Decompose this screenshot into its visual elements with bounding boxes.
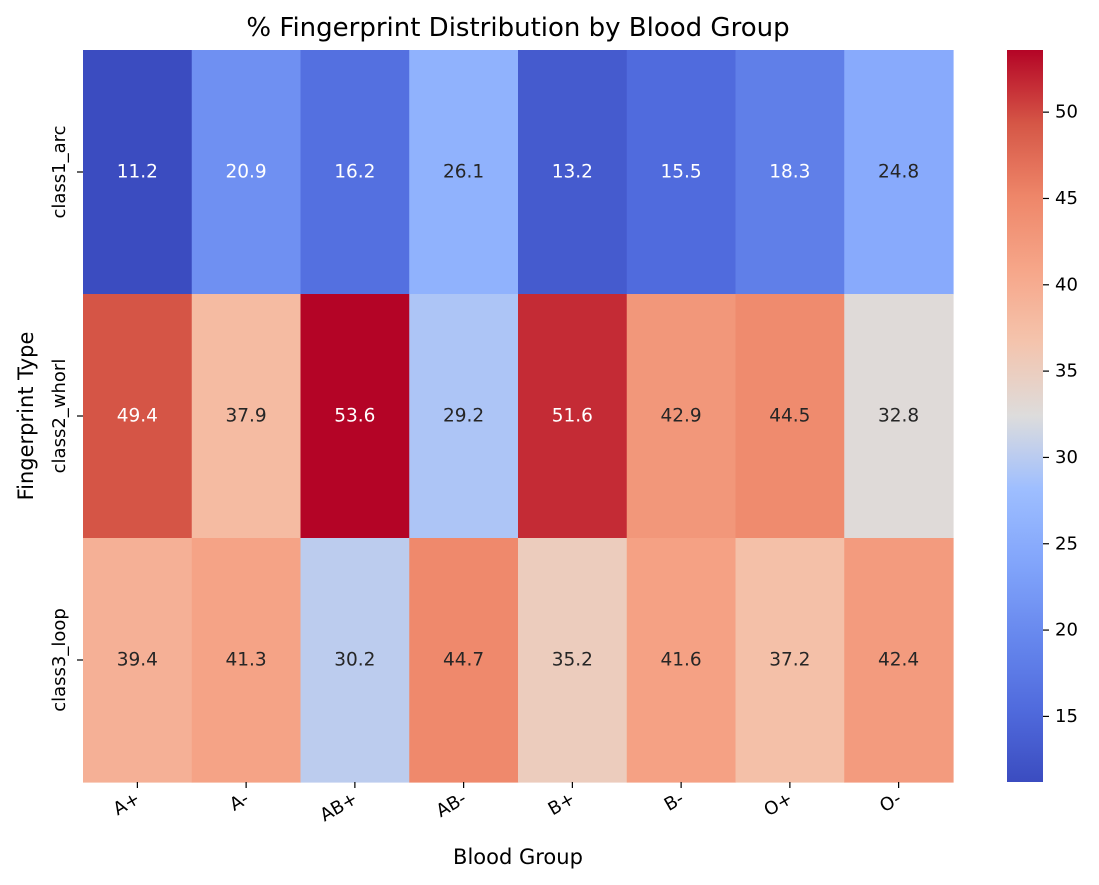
- y-axis-label: Fingerprint Type: [14, 332, 38, 501]
- cell-value-label: 35.2: [552, 650, 593, 671]
- heatmap-cell: [626, 50, 737, 295]
- heatmap-cell: [844, 538, 954, 783]
- heatmap-cell: [735, 50, 845, 295]
- x-tick-label: O+: [761, 788, 797, 821]
- heatmap-cell: [409, 294, 519, 539]
- heatmap-cells: 11.2 20.9 16.2 26.1 13.2 15.5 18.3 24.8 49.4 37.9…: [83, 50, 954, 783]
- colorbar-tick-label: 25: [1055, 533, 1078, 554]
- y-tick-label: class1_arc: [49, 125, 70, 218]
- colorbar-tick-label: 15: [1055, 706, 1078, 727]
- x-tick-label: A+: [110, 788, 144, 820]
- x-tick-label: B+: [545, 788, 579, 820]
- cell-value-label: 11.2: [117, 162, 158, 183]
- y-tick-label: class2_whorl: [49, 359, 70, 474]
- heatmap-cell: [518, 50, 628, 295]
- heatmap-cell: [844, 294, 954, 539]
- x-tick-label: O-: [876, 788, 905, 817]
- cell-value-label: 49.4: [117, 406, 158, 427]
- heatmap-cell: [518, 294, 628, 539]
- colorbar-tick-label: 20: [1055, 620, 1078, 641]
- heatmap-cell: [518, 538, 628, 783]
- cell-value-label: 29.2: [443, 406, 484, 427]
- cell-value-label: 15.5: [661, 162, 702, 183]
- heatmap-cell: [83, 50, 193, 295]
- heatmap-cell: [83, 294, 193, 539]
- cell-value-label: 41.3: [226, 650, 267, 671]
- cell-value-label: 51.6: [552, 406, 593, 427]
- colorbar: [1007, 50, 1043, 782]
- colorbar-tick-label: 40: [1055, 274, 1078, 295]
- cell-value-label: 13.2: [552, 162, 593, 183]
- heatmap-cell: [626, 294, 737, 539]
- cell-value-label: 39.4: [117, 650, 158, 671]
- y-tick-label: class3_loop: [49, 608, 70, 712]
- heatmap-cell: [409, 538, 519, 783]
- cell-value-label: 26.1: [443, 162, 484, 183]
- colorbar-tick-label: 30: [1055, 447, 1078, 468]
- heatmap-cell: [735, 538, 845, 783]
- heatmap-cell: [409, 50, 519, 295]
- cell-value-label: 37.2: [769, 650, 810, 671]
- cell-value-label: 37.9: [226, 406, 267, 427]
- colorbar-tick-label: 50: [1055, 102, 1078, 123]
- x-tick-label: AB+: [316, 788, 361, 826]
- cell-value-label: 44.7: [443, 650, 484, 671]
- chart-title: % Fingerprint Distribution by Blood Grou…: [246, 13, 789, 43]
- heatmap-cell: [300, 538, 410, 783]
- x-tick-label: AB-: [433, 788, 470, 822]
- colorbar-tick-label: 45: [1055, 188, 1078, 209]
- cell-value-label: 18.3: [769, 162, 810, 183]
- heatmap-cell: [191, 50, 302, 295]
- cell-value-label: 24.8: [878, 162, 919, 183]
- heatmap-cell: [300, 50, 410, 295]
- cell-value-label: 42.9: [661, 406, 702, 427]
- cell-value-label: 41.6: [661, 650, 702, 671]
- heatmap-cell: [844, 50, 954, 295]
- cell-value-label: 44.5: [769, 406, 810, 427]
- cell-value-label: 32.8: [878, 406, 919, 427]
- heatmap-cell: [626, 538, 737, 783]
- x-tick-label: B-: [661, 788, 688, 816]
- heatmap-cell: [300, 294, 410, 539]
- colorbar-tick-label: 35: [1055, 361, 1078, 382]
- y-axis-ticks: class1_arc class2_whorl class3_loop: [49, 125, 83, 712]
- colorbar-ticks: 15 20 25 30 35 40 45 50: [1043, 102, 1078, 727]
- x-tick-label: A-: [226, 788, 252, 815]
- x-axis-label: Blood Group: [453, 845, 583, 869]
- x-axis-ticks: A+ A- AB+ AB- B+ B- O+ O-: [110, 782, 905, 826]
- cell-value-label: 16.2: [334, 162, 375, 183]
- cell-value-label: 20.9: [226, 162, 267, 183]
- heatmap-cell: [83, 538, 193, 783]
- heatmap-cell: [191, 538, 302, 783]
- heatmap-cell: [735, 294, 845, 539]
- heatmap-cell: [191, 294, 302, 539]
- cell-value-label: 42.4: [878, 650, 919, 671]
- cell-value-label: 30.2: [334, 650, 375, 671]
- cell-value-label: 53.6: [334, 406, 375, 427]
